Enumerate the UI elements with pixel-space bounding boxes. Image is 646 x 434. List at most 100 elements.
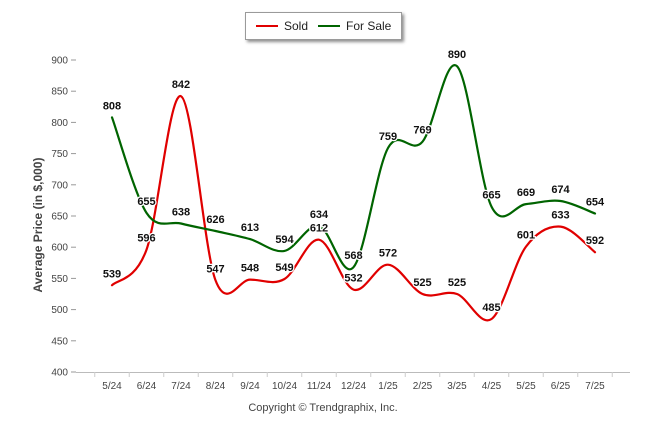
data-point-for-sale[interactable] [420,139,425,144]
x-tick-label: 11/24 [307,381,332,392]
x-tick-label: 8/24 [206,381,226,392]
credits: Copyright © Trendgraphix, Inc. [248,402,398,414]
y-tick-label: 550 [51,274,68,285]
y-tick-label: 900 [51,56,68,67]
data-label-sold: 532 [344,273,362,285]
y-tick-label: 500 [51,305,68,316]
y-tick-label: 800 [51,118,68,129]
y-tick-label: 700 [51,180,68,191]
data-point-sold[interactable] [144,247,149,252]
data-point-for-sale[interactable] [455,64,460,69]
data-label-sold: 548 [241,263,259,275]
sold-swatch [256,25,278,27]
data-point-for-sale[interactable] [386,145,391,150]
y-axis-title: Average Price (in $,000) [31,157,45,293]
y-tick-label: 650 [51,212,68,223]
data-label-sold: 572 [379,248,397,260]
data-point-for-sale[interactable] [282,248,287,253]
data-labels: 539 596 842 547 548 549 612 532 572 525 525 485 601 6… [102,48,607,315]
data-point-sold[interactable] [558,224,563,229]
data-point-sold[interactable] [179,94,184,99]
x-tick-label: 4/25 [482,381,502,392]
series-layer [110,64,598,322]
data-point-for-sale[interactable] [593,211,598,216]
data-point-sold[interactable] [110,283,115,288]
legend-item-sold[interactable]: Sold [256,19,308,33]
data-point-sold[interactable] [282,277,287,282]
data-label-for-sale: 674 [551,184,570,196]
data-point-for-sale[interactable] [144,210,149,215]
data-label-for-sale: 759 [379,131,397,143]
y-tick-label: 450 [51,336,68,347]
data-point-sold[interactable] [213,278,218,283]
data-point-sold[interactable] [593,250,598,255]
x-tick-label: 6/25 [551,381,571,392]
data-label-sold: 612 [310,223,328,235]
x-tick-label: 7/24 [171,381,191,392]
data-point-for-sale[interactable] [110,115,115,120]
y-tick-label: 600 [51,243,68,254]
x-tick-label: 5/24 [102,381,122,392]
data-label-for-sale: 634 [310,209,329,221]
x-tick-label: 10/24 [272,381,297,392]
data-label-for-sale: 890 [448,49,466,61]
data-label-sold: 525 [448,277,466,289]
data-label-for-sale: 808 [103,100,121,112]
data-label-for-sale: 613 [241,222,259,234]
x-tick-label: 5/25 [516,381,536,392]
data-point-for-sale[interactable] [558,199,563,204]
y-tick-label: 850 [51,87,68,98]
data-point-sold[interactable] [351,287,356,292]
series-line-sold[interactable] [110,95,597,322]
data-point-for-sale[interactable] [524,202,529,207]
data-point-sold[interactable] [420,292,425,297]
x-tick-label: 6/24 [137,381,157,392]
data-point-for-sale[interactable] [179,221,184,226]
x-tick-label: 1/25 [378,381,398,392]
data-label-for-sale: 665 [482,190,500,202]
data-label-for-sale: 638 [172,206,190,218]
data-label-sold: 485 [482,302,500,314]
data-label-sold: 842 [172,79,190,91]
data-point-for-sale[interactable] [489,204,494,209]
x-tick-label: 3/25 [447,381,467,392]
legend-label-for-sale: For Sale [346,19,392,33]
x-axis: 5/24 6/24 7/24 8/24 9/24 10/24 11/24 12/24 1/25 2… [76,372,630,392]
data-label-sold: 592 [586,235,604,247]
x-tick-label: 12/24 [341,381,366,392]
data-point-sold[interactable] [455,292,460,297]
data-point-for-sale[interactable] [248,237,253,242]
data-label-for-sale: 655 [137,196,155,208]
x-tick-label: 2/25 [413,381,433,392]
for-sale-swatch [318,25,340,27]
data-point-for-sale[interactable] [213,228,218,233]
y-axis: 400 450 500 550 600 650 700 750 800 850 900 [51,56,76,379]
data-label-sold: 547 [206,263,224,275]
legend-item-for-sale[interactable]: For Sale [318,19,391,33]
legend-label-sold: Sold [284,19,309,33]
data-label-for-sale: 568 [344,250,362,262]
data-point-sold[interactable] [386,262,391,267]
data-label-for-sale: 654 [586,197,605,209]
data-label-sold: 633 [551,210,569,222]
y-tick-label: 400 [51,368,68,379]
data-label-sold: 525 [413,277,431,289]
data-label-for-sale: 669 [517,187,535,199]
data-label-sold: 596 [137,233,155,245]
data-label-sold: 539 [103,268,121,280]
data-label-for-sale: 626 [206,214,224,226]
x-tick-label: 7/25 [585,381,605,392]
data-label-for-sale: 769 [413,125,431,137]
data-point-sold[interactable] [524,244,529,249]
data-label-sold: 549 [275,262,293,274]
data-point-for-sale[interactable] [351,265,356,270]
y-tick-label: 750 [51,149,68,160]
series-line-for-sale[interactable] [110,64,597,271]
data-label-sold: 601 [517,230,535,242]
data-point-sold[interactable] [248,277,253,282]
data-point-sold[interactable] [317,237,322,242]
x-tick-label: 9/24 [240,381,260,392]
legend: Sold For Sale [245,12,402,40]
data-point-sold[interactable] [489,316,494,321]
